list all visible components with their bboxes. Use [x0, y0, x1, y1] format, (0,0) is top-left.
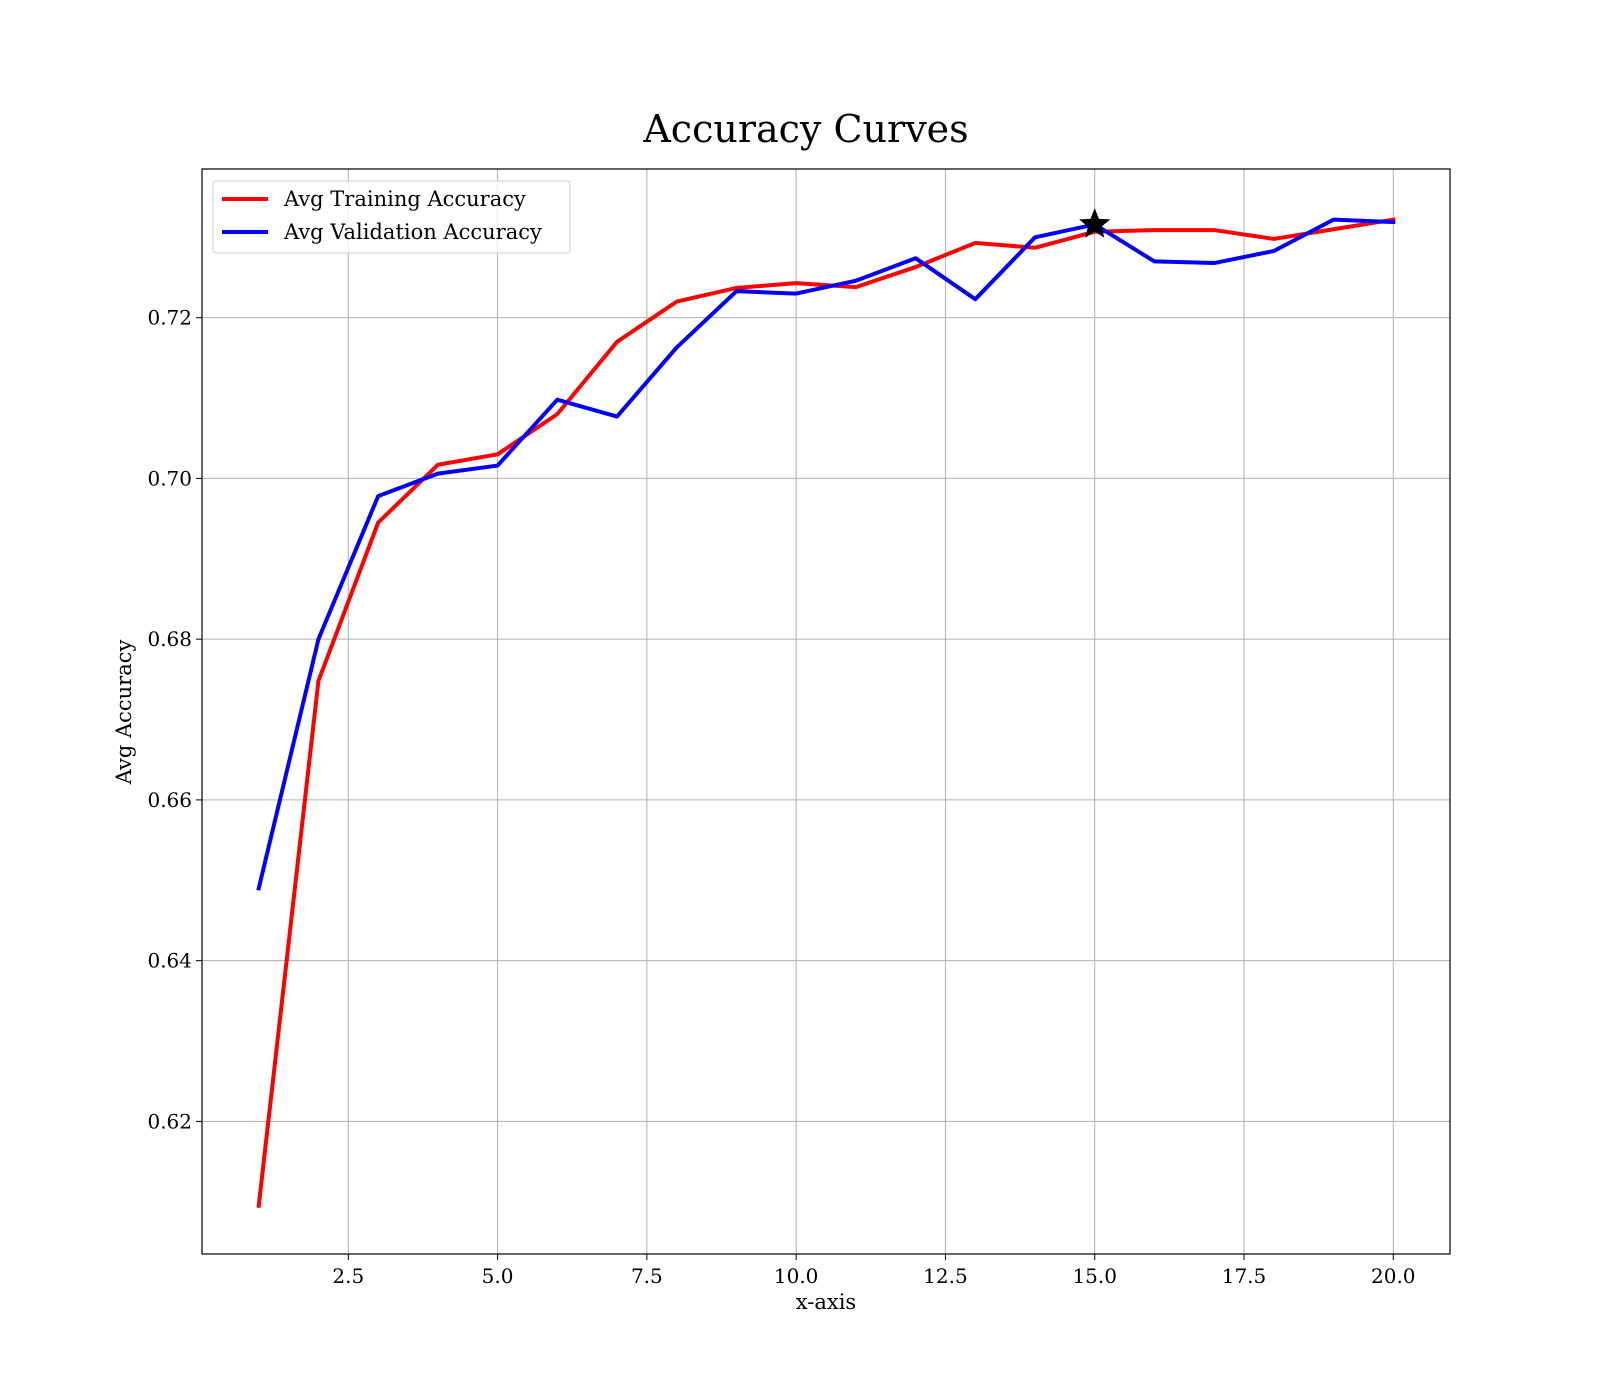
y-axis-label: Avg Accuracy — [112, 640, 136, 786]
legend-box — [212, 180, 571, 254]
x-axis-label: x-axis — [796, 1290, 856, 1314]
x-tick-label: 7.5 — [631, 1264, 663, 1288]
x-tick-label: 5.0 — [482, 1264, 514, 1288]
legend: Avg Training Accuracy Avg Validation Accu… — [212, 180, 571, 254]
x-tick-label: 15.0 — [1072, 1264, 1117, 1288]
legend-label-avg-validation-accuracy: Avg Validation Accuracy — [283, 220, 542, 244]
grid — [202, 169, 1450, 1254]
y-tick-label: 0.64 — [147, 949, 192, 973]
x-tick-label: 17.5 — [1222, 1264, 1267, 1288]
y-tick-label: 0.62 — [147, 1109, 192, 1133]
y-tick-label: 0.66 — [147, 788, 192, 812]
x-tick-label: 12.5 — [923, 1264, 968, 1288]
x-tick-label: 2.5 — [332, 1264, 364, 1288]
plot-frame — [201, 168, 1451, 1255]
x-tick-label: 10.0 — [774, 1264, 819, 1288]
legend-label-avg-training-accuracy: Avg Training Accuracy — [283, 187, 526, 211]
series-lines — [256, 217, 1396, 1208]
x-tick-label: 20.0 — [1371, 1264, 1416, 1288]
marker-layer — [1079, 208, 1111, 238]
best-point-star-marker — [1079, 208, 1111, 238]
y-tick-label: 0.72 — [147, 306, 192, 330]
y-tick-label: 0.70 — [147, 466, 192, 490]
series-line-avg-validation-accuracy — [256, 217, 1396, 891]
y-tick-label: 0.68 — [147, 627, 192, 651]
chart-title: Accuracy Curves — [642, 107, 968, 151]
ticks: 2.5 5.0 7.5 10.0 12.5 15.0 17.5 20.0 0.62 0.64 0.6… — [147, 306, 1415, 1288]
